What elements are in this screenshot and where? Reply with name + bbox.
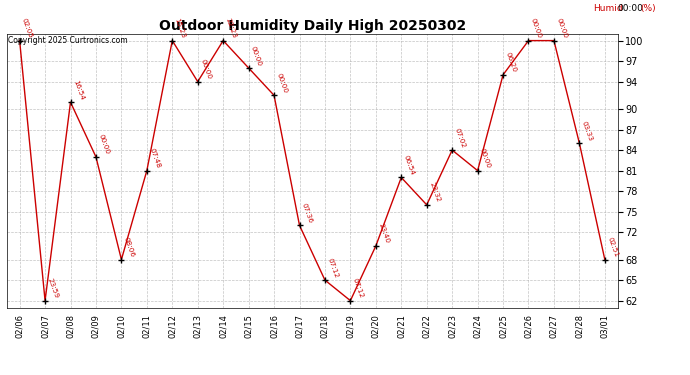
Text: 07:12: 07:12 [352, 278, 364, 299]
Text: 23:40: 23:40 [377, 223, 390, 245]
Text: 03:33: 03:33 [581, 120, 593, 142]
Text: (%): (%) [640, 4, 656, 13]
Text: Copyright 2025 Curtronics.com: Copyright 2025 Curtronics.com [8, 36, 127, 45]
Text: 07:12: 07:12 [326, 257, 339, 279]
Text: 00:00: 00:00 [530, 17, 543, 39]
Text: 16:54: 16:54 [72, 79, 85, 101]
Text: 23:32: 23:32 [428, 182, 441, 204]
Text: Humid: Humid [593, 4, 623, 13]
Text: 00:00: 00:00 [97, 134, 110, 156]
Text: 06:20: 06:20 [504, 52, 518, 74]
Text: 00:00: 00:00 [618, 4, 644, 13]
Text: 02:05: 02:05 [21, 17, 34, 39]
Text: 00:00: 00:00 [275, 72, 288, 94]
Text: 07:02: 07:02 [453, 127, 466, 149]
Text: 22:23: 22:23 [224, 17, 237, 39]
Text: 06:54: 06:54 [403, 154, 415, 176]
Title: Outdoor Humidity Daily High 20250302: Outdoor Humidity Daily High 20250302 [159, 19, 466, 33]
Text: 00:00: 00:00 [555, 17, 568, 39]
Text: 02:51: 02:51 [607, 236, 619, 258]
Text: 07:48: 07:48 [148, 147, 161, 169]
Text: 00:00: 00:00 [199, 58, 212, 80]
Text: 00:00: 00:00 [479, 147, 492, 169]
Text: 07:36: 07:36 [301, 202, 314, 224]
Text: 23:59: 23:59 [46, 278, 59, 299]
Text: 00:00: 00:00 [250, 45, 263, 67]
Text: 15:23: 15:23 [174, 17, 186, 39]
Text: 08:06: 08:06 [123, 236, 136, 258]
